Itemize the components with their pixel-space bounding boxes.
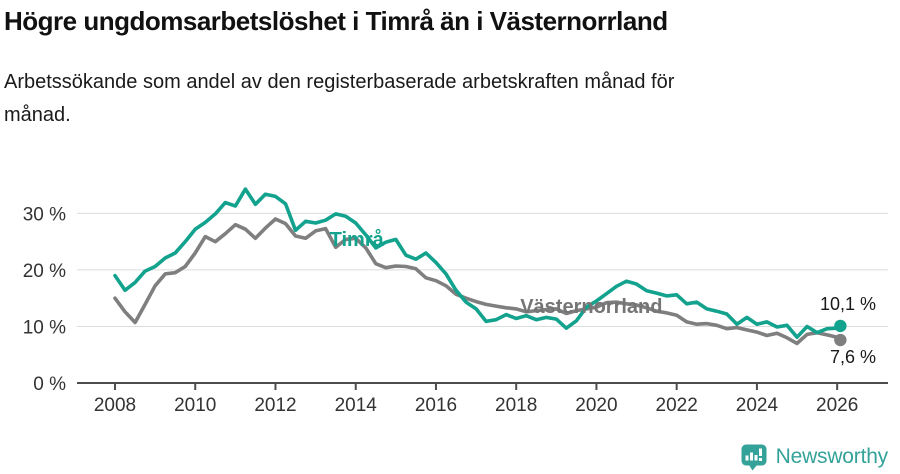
x-tick-label-2026: 2026 <box>816 395 858 416</box>
x-tick-label-2014: 2014 <box>335 395 378 416</box>
y-tick-label-10: 10 % <box>23 317 66 338</box>
x-tick-label-2012: 2012 <box>254 395 296 416</box>
chart-subtitle: Arbetssökande som andel av den registerb… <box>4 71 675 126</box>
y-tick-label-30: 30 % <box>23 204 66 225</box>
chart-title: Högre ungdomsarbetslöshet i Timrå än i V… <box>4 6 668 36</box>
end-value-label-Timrå: 10,1 % <box>820 294 876 314</box>
series-line-Timrå <box>113 187 843 339</box>
newsworthy-logo-icon <box>741 444 767 471</box>
end-value-label-Västernorrland: 7,6 % <box>830 347 876 367</box>
brand-footer: Newsworthy <box>740 443 888 471</box>
x-tick-label-2008: 2008 <box>94 395 136 416</box>
x-tick-label-2024: 2024 <box>736 395 779 416</box>
brand-name: Newsworthy <box>775 445 889 468</box>
x-tick-label-2022: 2022 <box>656 395 698 416</box>
series-label-Västernorrland: Västernorrland <box>520 296 662 318</box>
y-tick-label-0: 0 % <box>33 374 66 395</box>
end-dot-Västernorrland <box>834 333 847 347</box>
x-tick-label-2018: 2018 <box>495 395 537 416</box>
line-chart: 2008 2010 2012 2014 2016 2018 2020 2022 2024 2026… <box>23 187 888 416</box>
x-tick-label-2010: 2010 <box>174 395 216 416</box>
series-line-Västernorrland <box>113 217 843 346</box>
y-tick-label-20: 20 % <box>23 261 66 282</box>
end-dot-Timrå <box>834 319 847 333</box>
series-label-Timrå: Timrå <box>330 228 385 251</box>
x-tick-label-2016: 2016 <box>415 395 457 416</box>
x-tick-label-2020: 2020 <box>575 395 617 416</box>
